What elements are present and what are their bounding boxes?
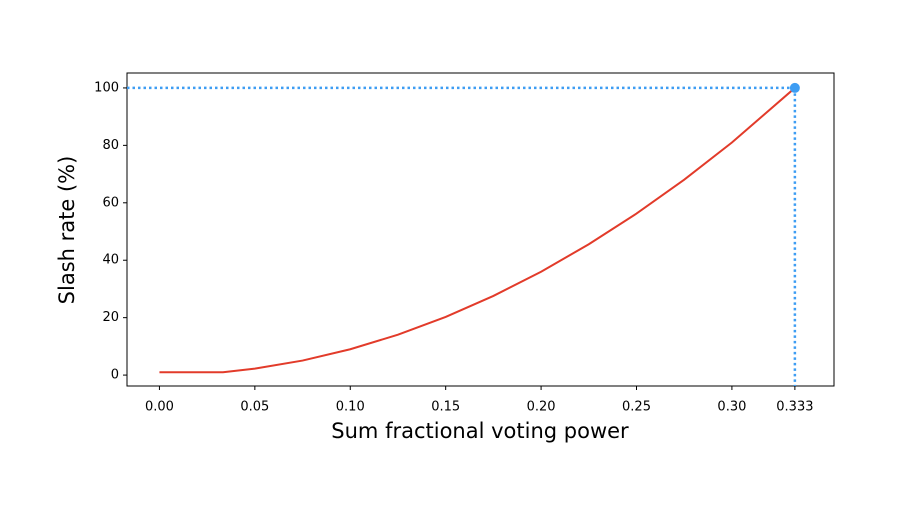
y-tick-label: 40 bbox=[102, 253, 119, 268]
x-tick-label: 0.05 bbox=[240, 400, 269, 415]
x-tick-label: 0.333 bbox=[776, 400, 813, 415]
y-tick-label: 100 bbox=[94, 80, 119, 95]
marker bbox=[789, 82, 800, 93]
y-axis-label: Slash rate (%) bbox=[55, 156, 79, 305]
x-tick-label: 0.00 bbox=[145, 400, 174, 415]
x-tick-label: 0.15 bbox=[431, 400, 460, 415]
y-tick-label: 60 bbox=[102, 195, 119, 210]
x-tick-label: 0.10 bbox=[336, 400, 365, 415]
x-axis-label: Sum fractional voting power bbox=[331, 419, 629, 443]
y-tick-label: 80 bbox=[102, 138, 119, 153]
y-tick-label: 20 bbox=[102, 310, 119, 325]
y-tick-label: 0 bbox=[111, 368, 119, 383]
x-tick-label: 0.25 bbox=[622, 400, 651, 415]
x-tick-label: 0.30 bbox=[717, 400, 746, 415]
x-tick-label: 0.20 bbox=[527, 400, 556, 415]
line bbox=[159, 87, 796, 374]
plot-frame bbox=[126, 72, 835, 387]
